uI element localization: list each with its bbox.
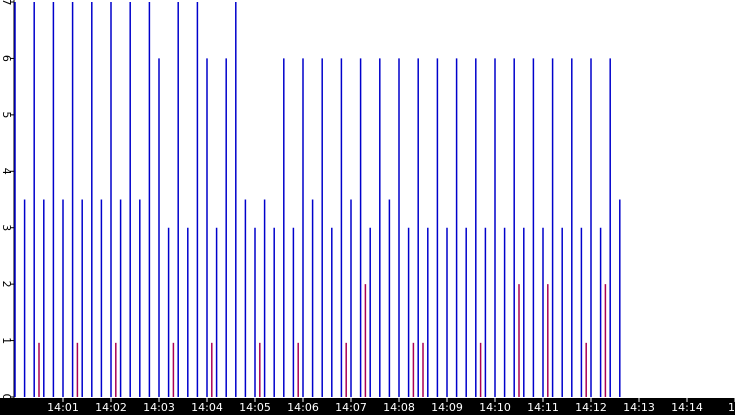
- x-tick-label: 14:04: [191, 401, 223, 414]
- x-tick-label: 14:05: [239, 401, 271, 414]
- x-tick-label: 14:13: [623, 401, 655, 414]
- x-tick-label: 14:07: [335, 401, 367, 414]
- x-tick-label: 14:10: [479, 401, 511, 414]
- x-tick-label: 14:09: [431, 401, 463, 414]
- x-axis-bar: [0, 398, 735, 415]
- x-tick-label: 14:14: [671, 401, 703, 414]
- y-tick-label: 5: [0, 111, 13, 118]
- x-tick-label: 14:08: [383, 401, 415, 414]
- x-tick-label: 14:12: [575, 401, 607, 414]
- y-tick-label: 2: [0, 281, 13, 288]
- x-tick-label: 14:06: [287, 401, 319, 414]
- y-tick-label: 6: [0, 55, 13, 62]
- x-tick-label: 14:11: [527, 401, 559, 414]
- x-tick-label: 14:02: [95, 401, 127, 414]
- x-tick-label: 14: [728, 401, 735, 414]
- y-tick-label: 1: [0, 337, 13, 344]
- y-tick-label: 4: [0, 168, 13, 175]
- y-tick-label: 7: [0, 0, 13, 6]
- y-tick-label: 0: [0, 394, 13, 401]
- x-tick-label: 14:01: [47, 401, 79, 414]
- x-tick-label: 14:03: [143, 401, 175, 414]
- y-tick-label: 3: [0, 224, 13, 231]
